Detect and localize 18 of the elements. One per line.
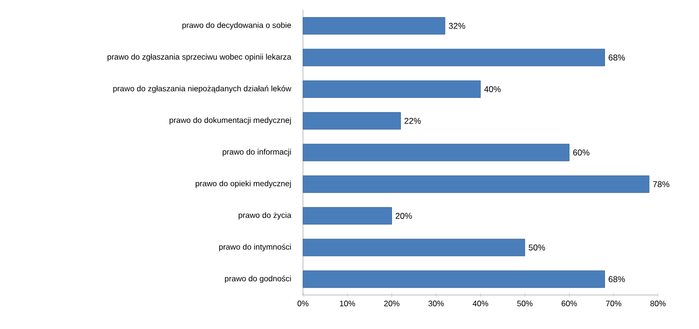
bar: [302, 207, 392, 225]
bar: [302, 270, 605, 288]
bar: [302, 238, 526, 256]
data-label: 20%: [396, 212, 412, 219]
data-label: 68%: [608, 276, 625, 282]
data-label: 78%: [653, 181, 670, 188]
data-label: 22%: [404, 118, 421, 124]
data-label: 50%: [528, 244, 546, 250]
bar: [302, 48, 605, 66]
data-label: 60%: [573, 150, 590, 156]
bar: [302, 144, 570, 162]
data-label: 40%: [484, 86, 501, 92]
bar: [302, 175, 650, 193]
bar: [302, 80, 481, 98]
data-label: 68%: [608, 54, 625, 60]
bar: [302, 112, 401, 130]
bar: [302, 17, 446, 35]
data-label: 32%: [448, 22, 466, 29]
